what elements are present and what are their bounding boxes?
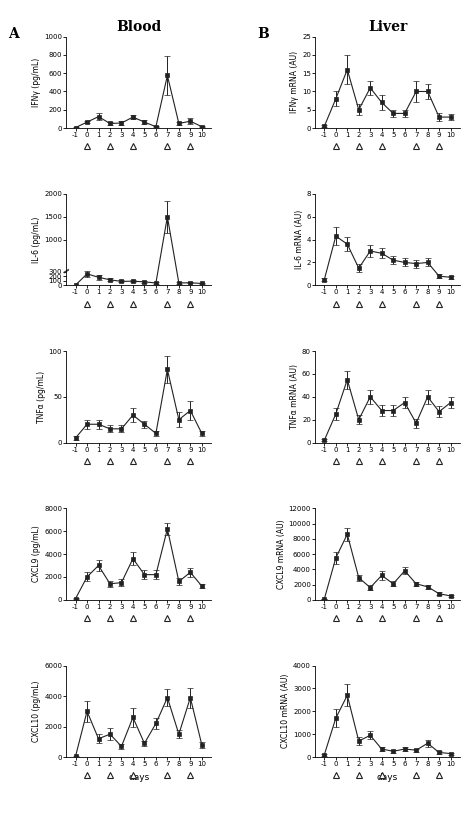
Y-axis label: IFNγ mRNA (AU): IFNγ mRNA (AU)	[290, 51, 299, 113]
Y-axis label: TNFα (pg/mL): TNFα (pg/mL)	[37, 370, 46, 423]
Y-axis label: CXCL10 mRNA (AU): CXCL10 mRNA (AU)	[281, 674, 290, 749]
Text: B: B	[257, 28, 269, 42]
Text: A: A	[9, 28, 19, 42]
Y-axis label: IL-6 (pg/mL): IL-6 (pg/mL)	[32, 217, 41, 263]
Y-axis label: CXCL10 (pg/mL): CXCL10 (pg/mL)	[32, 681, 41, 742]
Y-axis label: IL-6 mRNA (AU): IL-6 mRNA (AU)	[295, 210, 304, 269]
Y-axis label: TNFα mRNA (AU): TNFα mRNA (AU)	[290, 365, 299, 429]
Y-axis label: IFNγ (pg/mL): IFNγ (pg/mL)	[32, 58, 41, 107]
X-axis label: days: days	[128, 772, 149, 781]
Y-axis label: CXCL9 mRNA (AU): CXCL9 mRNA (AU)	[277, 519, 286, 589]
Title: Liver: Liver	[368, 20, 407, 34]
X-axis label: days: days	[377, 772, 398, 781]
Title: Blood: Blood	[116, 20, 161, 34]
Y-axis label: CXCL9 (pg/mL): CXCL9 (pg/mL)	[32, 526, 41, 583]
